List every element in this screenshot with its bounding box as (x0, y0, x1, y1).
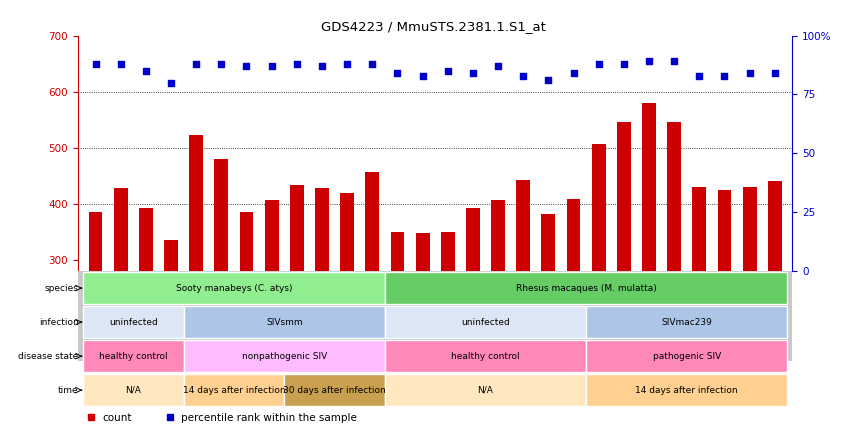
Bar (184, 306, 385, 338)
Point (139, 67, 152, 75)
Text: pathogenic SIV: pathogenic SIV (653, 352, 721, 361)
Bar (591, 144, 605, 428)
Bar (416, 234, 430, 428)
Bar (83, 306, 184, 338)
Point (541, 77, 555, 84)
Bar (315, 188, 329, 428)
Bar (586, 374, 787, 406)
Text: Rhesus macaques (M. mulatta): Rhesus macaques (M. mulatta) (516, 284, 656, 293)
Point (215, 60, 229, 67)
Text: SIVmac239: SIVmac239 (662, 317, 712, 327)
Bar (83, 374, 184, 406)
Text: 14 days after infection: 14 days after infection (183, 386, 285, 395)
Bar (190, 135, 204, 428)
Point (265, 63, 279, 70)
Point (617, 60, 630, 67)
Bar (466, 208, 480, 428)
Bar (385, 273, 787, 304)
Point (718, 72, 732, 79)
Bar (586, 306, 787, 338)
Text: infection: infection (39, 317, 79, 327)
Bar (215, 159, 229, 428)
Text: time: time (58, 386, 79, 395)
Bar (184, 341, 385, 372)
Bar (284, 374, 385, 406)
Text: species: species (44, 284, 79, 293)
Bar (385, 374, 586, 406)
Bar (385, 341, 586, 372)
Point (190, 60, 204, 67)
Bar (240, 212, 254, 428)
Bar (290, 185, 304, 428)
Text: GDS4223 / MmuSTS.2381.1.S1_at: GDS4223 / MmuSTS.2381.1.S1_at (320, 20, 546, 33)
Point (290, 60, 304, 67)
Bar (391, 232, 404, 428)
Text: count: count (102, 413, 132, 423)
Bar (385, 306, 586, 338)
Bar (365, 172, 379, 428)
Bar (139, 208, 152, 428)
Text: uninfected: uninfected (109, 317, 158, 327)
Bar (768, 181, 782, 428)
Point (240, 63, 254, 70)
Text: Sooty manabeys (C. atys): Sooty manabeys (C. atys) (176, 284, 292, 293)
Bar (566, 199, 580, 428)
Point (591, 60, 605, 67)
Text: N/A: N/A (126, 386, 141, 395)
Point (164, 79, 178, 86)
Bar (78, 271, 792, 361)
Bar (693, 187, 707, 428)
Bar (541, 214, 555, 428)
Point (416, 72, 430, 79)
Bar (743, 187, 757, 428)
Point (743, 70, 757, 77)
Point (441, 67, 455, 75)
Text: uninfected: uninfected (461, 317, 510, 327)
Bar (516, 180, 530, 428)
Bar (642, 103, 656, 428)
Point (466, 70, 480, 77)
Point (84, 413, 98, 420)
Text: SIVsmm: SIVsmm (266, 317, 302, 327)
Text: healthy control: healthy control (99, 352, 168, 361)
Bar (441, 232, 455, 428)
Bar (83, 341, 184, 372)
Bar (667, 123, 681, 428)
Bar (586, 341, 787, 372)
Bar (83, 273, 385, 304)
Point (693, 72, 707, 79)
Point (163, 413, 177, 420)
Point (340, 60, 354, 67)
Text: nonpathogenic SIV: nonpathogenic SIV (242, 352, 326, 361)
Bar (265, 200, 279, 428)
Text: disease state: disease state (18, 352, 79, 361)
Bar (340, 193, 354, 428)
Bar (88, 212, 102, 428)
Point (516, 72, 530, 79)
Text: N/A: N/A (477, 386, 494, 395)
Point (365, 60, 379, 67)
Bar (491, 200, 505, 428)
Point (768, 70, 782, 77)
Text: 30 days after infection: 30 days after infection (283, 386, 386, 395)
Point (642, 58, 656, 65)
Bar (718, 190, 732, 428)
Point (315, 63, 329, 70)
Text: healthy control: healthy control (451, 352, 520, 361)
Bar (184, 374, 284, 406)
Text: 14 days after infection: 14 days after infection (636, 386, 738, 395)
Point (88, 60, 102, 67)
Point (113, 60, 127, 67)
Point (566, 70, 580, 77)
Point (667, 58, 681, 65)
Text: percentile rank within the sample: percentile rank within the sample (181, 413, 357, 423)
Point (491, 63, 505, 70)
Bar (113, 188, 127, 428)
Point (391, 70, 404, 77)
Bar (164, 240, 178, 428)
Bar (617, 123, 630, 428)
